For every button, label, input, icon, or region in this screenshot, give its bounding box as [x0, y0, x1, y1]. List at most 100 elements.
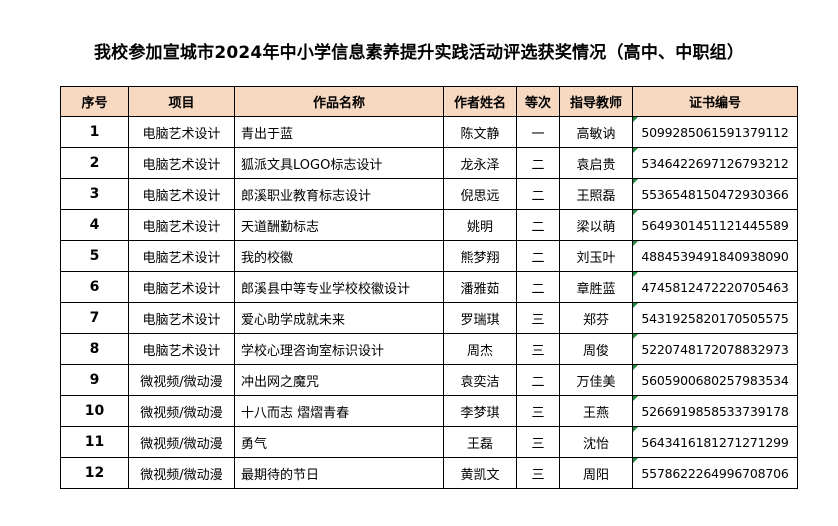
cell-work: 最期待的节日 — [234, 457, 444, 489]
cell-category: 微视频/微动漫 — [128, 426, 235, 458]
cell-teacher: 万佳美 — [559, 364, 633, 396]
cell-author: 姚明 — [443, 209, 517, 241]
header-grade: 等次 — [516, 86, 560, 117]
cert-number: 5649301451121445589 — [641, 217, 789, 233]
cell-teacher: 沈怡 — [559, 426, 633, 458]
cert-marker-icon — [633, 117, 638, 122]
cell-grade: 三 — [516, 333, 560, 365]
cell-work: 冲出网之魔咒 — [234, 364, 444, 396]
cell-work: 我的校徽 — [234, 240, 444, 272]
cell-cert: 4745812472220705463 — [632, 271, 798, 303]
cell-author: 王磊 — [443, 426, 517, 458]
awards-table: 序号 项目 作品名称 作者姓名 等次 指导教师 证书编号 1 电脑艺术设计 青出于蓝… — [60, 86, 798, 489]
cell-teacher: 章胜蓝 — [559, 271, 633, 303]
cell-teacher: 梁以萌 — [559, 209, 633, 241]
cell-no: 11 — [60, 426, 129, 458]
cell-work: 青出于蓝 — [234, 116, 444, 148]
cell-author: 倪思远 — [443, 178, 517, 210]
header-no: 序号 — [60, 86, 129, 117]
header-teacher: 指导教师 — [559, 86, 633, 117]
cell-category: 电脑艺术设计 — [128, 333, 235, 365]
cert-number: 5346422697126793212 — [641, 155, 789, 171]
table-row: 5 电脑艺术设计 我的校徽 熊梦翔二刘玉叶 4884539491840938090 — [60, 240, 798, 272]
cell-category: 微视频/微动漫 — [128, 457, 235, 489]
cell-grade: 二 — [516, 364, 560, 396]
cert-number: 5220748172078832973 — [641, 341, 789, 357]
cell-no: 3 — [60, 178, 129, 210]
cell-category: 电脑艺术设计 — [128, 178, 235, 210]
cell-no: 12 — [60, 457, 129, 489]
cell-no: 8 — [60, 333, 129, 365]
cell-category: 电脑艺术设计 — [128, 147, 235, 179]
cell-teacher: 王照磊 — [559, 178, 633, 210]
cell-teacher: 刘玉叶 — [559, 240, 633, 272]
page-title: 我校参加宣城市2024年中小学信息素养提升实践活动评选获奖情况（高中、中职组） — [93, 43, 745, 63]
cell-category: 电脑艺术设计 — [128, 271, 235, 303]
cell-author: 潘雅茹 — [443, 271, 517, 303]
cell-no: 7 — [60, 302, 129, 334]
cert-marker-icon — [633, 179, 638, 184]
cell-teacher: 王燕 — [559, 395, 633, 427]
cell-cert: 4884539491840938090 — [632, 240, 798, 272]
cell-cert: 5220748172078832973 — [632, 333, 798, 365]
table-row: 9 微视频/微动漫 冲出网之魔咒 袁奕洁二万佳美 5605900680257983534 — [60, 364, 798, 396]
cell-grade: 三 — [516, 426, 560, 458]
cell-work: 狐派文具LOGO标志设计 — [234, 147, 444, 179]
cert-number: 5605900680257983534 — [641, 372, 789, 388]
cell-work: 郎溪县中等专业学校校徽设计 — [234, 271, 444, 303]
cell-no: 4 — [60, 209, 129, 241]
cell-cert: 5266919858533739178 — [632, 395, 798, 427]
cell-author: 龙永泽 — [443, 147, 517, 179]
cell-work: 郎溪职业教育标志设计 — [234, 178, 444, 210]
table-row: 10 微视频/微动漫 十八而志 熠熠青春 李梦琪三王燕 5266919858533739… — [60, 395, 798, 427]
cell-cert: 5605900680257983534 — [632, 364, 798, 396]
cert-marker-icon — [633, 396, 638, 401]
cert-number: 4884539491840938090 — [641, 248, 789, 264]
cell-author: 黄凯文 — [443, 457, 517, 489]
table-row: 3 电脑艺术设计 郎溪职业教育标志设计 倪思远二王照磊 5536548150472930… — [60, 178, 798, 210]
cell-no: 5 — [60, 240, 129, 272]
cell-cert: 5346422697126793212 — [632, 147, 798, 179]
cell-author: 袁奕洁 — [443, 364, 517, 396]
cell-cert: 5099285061591379112 — [632, 116, 798, 148]
cert-marker-icon — [633, 365, 638, 370]
cell-category: 微视频/微动漫 — [128, 364, 235, 396]
header-author: 作者姓名 — [443, 86, 517, 117]
cell-grade: 二 — [516, 271, 560, 303]
cell-no: 2 — [60, 147, 129, 179]
cell-no: 10 — [60, 395, 129, 427]
cert-number: 5578622264996708706 — [641, 465, 789, 481]
table-row: 11 微视频/微动漫 勇气 王磊三沈怡 5643416181271271299 — [60, 426, 798, 458]
cell-cert: 5643416181271271299 — [632, 426, 798, 458]
table-row: 4 电脑艺术设计 天道酬勤标志 姚明二梁以萌 5649301451121445589 — [60, 209, 798, 241]
cell-grade: 二 — [516, 240, 560, 272]
cert-marker-icon — [633, 458, 638, 463]
cell-cert: 5578622264996708706 — [632, 457, 798, 489]
cell-work: 学校心理咨询室标识设计 — [234, 333, 444, 365]
cell-grade: 三 — [516, 457, 560, 489]
table-row: 12 微视频/微动漫 最期待的节日 黄凯文三周阳 5578622264996708706 — [60, 457, 798, 489]
table-header-row: 序号 项目 作品名称 作者姓名 等次 指导教师 证书编号 — [60, 86, 798, 117]
cell-grade: 一 — [516, 116, 560, 148]
cell-author: 熊梦翔 — [443, 240, 517, 272]
cell-teacher: 袁启贵 — [559, 147, 633, 179]
cell-cert: 5431925820170505575 — [632, 302, 798, 334]
cell-teacher: 周俊 — [559, 333, 633, 365]
cell-teacher: 高敏讷 — [559, 116, 633, 148]
cell-grade: 三 — [516, 302, 560, 334]
cell-work: 爱心助学成就未来 — [234, 302, 444, 334]
cell-author: 陈文静 — [443, 116, 517, 148]
cell-cert: 5536548150472930366 — [632, 178, 798, 210]
cert-number: 5099285061591379112 — [641, 124, 789, 140]
cell-category: 微视频/微动漫 — [128, 395, 235, 427]
cell-grade: 二 — [516, 147, 560, 179]
table-row: 2 电脑艺术设计 狐派文具LOGO标志设计 龙永泽二袁启贵 53464226971267… — [60, 147, 798, 179]
cell-work: 天道酬勤标志 — [234, 209, 444, 241]
cert-marker-icon — [633, 241, 638, 246]
cert-marker-icon — [633, 303, 638, 308]
cert-marker-icon — [633, 334, 638, 339]
cell-teacher: 郑芬 — [559, 302, 633, 334]
table-row: 1 电脑艺术设计 青出于蓝 陈文静一高敏讷 5099285061591379112 — [60, 116, 798, 148]
cell-no: 6 — [60, 271, 129, 303]
header-category: 项目 — [128, 86, 235, 117]
